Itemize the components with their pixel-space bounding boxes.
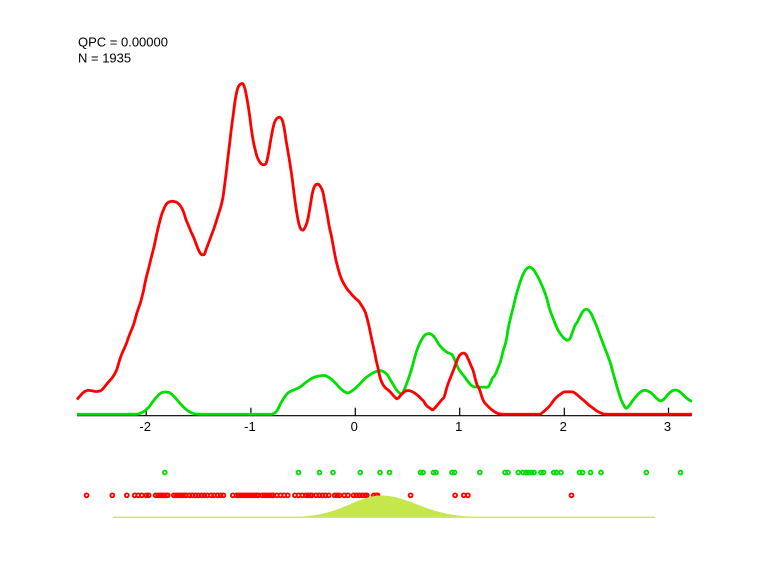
svg-text:N = 1935: N = 1935 bbox=[78, 51, 131, 66]
svg-text:0: 0 bbox=[351, 419, 358, 434]
svg-text:1: 1 bbox=[455, 419, 462, 434]
svg-text:QPC = 0.00000: QPC = 0.00000 bbox=[78, 35, 168, 50]
svg-text:-1: -1 bbox=[244, 419, 256, 434]
svg-text:2: 2 bbox=[560, 419, 567, 434]
svg-text:3: 3 bbox=[664, 419, 671, 434]
svg-text:-2: -2 bbox=[139, 419, 151, 434]
